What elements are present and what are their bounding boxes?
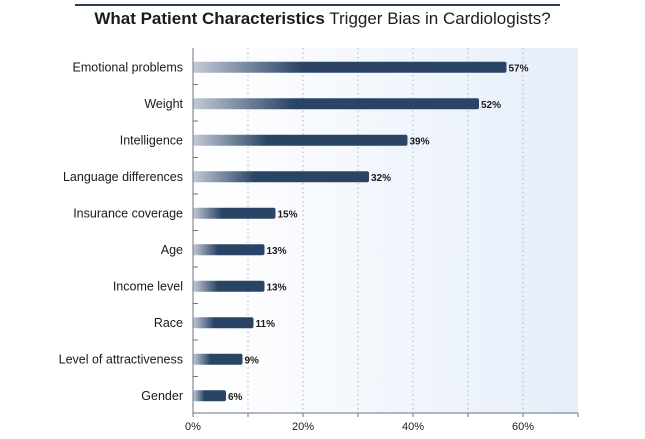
title-rule [75,4,560,6]
x-tick-label: 20% [292,421,314,433]
bar [193,317,254,329]
category-label: Emotional problems [73,60,183,74]
chart-title-bold: What Patient Characteristics [94,9,325,28]
category-label: Insurance coverage [73,206,183,220]
x-tick-label: 40% [402,421,424,433]
category-labels: Emotional problems Weight Intelligence Lang… [59,60,184,403]
bar [193,244,265,256]
bar [193,353,243,365]
bar [193,98,479,110]
value-labels: 57% 52% 39% 32% 15% 13% 13% 11% 9% 6% [228,63,529,403]
value-label: 9% [245,355,260,366]
value-label: 39% [410,136,430,147]
x-tick-label: 0% [185,421,201,433]
x-axis: 0% 20% 40% 60% [185,48,579,433]
bar [193,280,265,292]
bar [193,390,226,402]
x-tick-label: 60% [512,421,534,433]
value-label: 32% [371,173,391,184]
category-label: Weight [144,97,183,111]
bar [193,207,276,219]
value-label: 57% [509,63,529,74]
category-label: Language differences [63,170,183,184]
bar [193,171,369,183]
category-label: Age [161,243,183,257]
category-label: Intelligence [120,133,183,147]
bar [193,134,408,146]
category-label: Gender [141,389,183,403]
category-label: Income level [113,279,183,293]
category-label: Race [154,316,183,330]
value-label: 52% [481,100,501,111]
value-label: 11% [256,319,276,330]
bar [193,61,507,73]
bars [193,61,507,402]
value-label: 15% [278,209,298,220]
category-label: Level of attractiveness [59,352,183,366]
chart-title-rest: Trigger Bias in Cardiologists? [329,9,551,28]
value-label: 13% [267,246,287,257]
value-label: 13% [267,282,287,293]
value-label: 6% [228,392,243,403]
chart-title: What Patient Characteristics Trigger Bia… [0,9,645,29]
